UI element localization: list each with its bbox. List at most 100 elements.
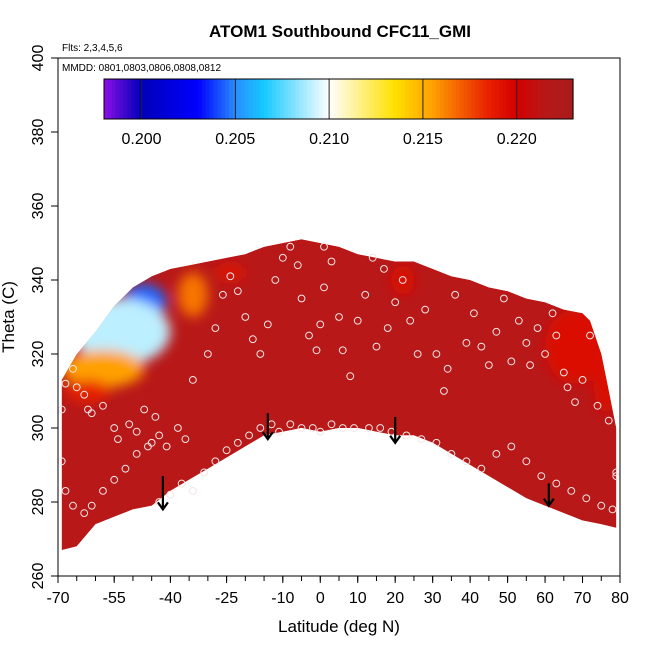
colorbar-cell bbox=[287, 79, 293, 119]
colorbar-cell bbox=[107, 79, 113, 119]
x-tick-label: -40 bbox=[159, 590, 182, 607]
observation-point bbox=[443, 364, 452, 373]
colorbar-cell bbox=[182, 79, 187, 119]
observation-point bbox=[522, 339, 531, 347]
observation-point bbox=[286, 242, 295, 251]
colorbar-cell bbox=[569, 79, 574, 119]
observation-point bbox=[320, 283, 328, 292]
observation-point bbox=[245, 431, 253, 440]
colorbar-cell bbox=[408, 79, 414, 119]
colorbar-cell bbox=[541, 79, 547, 119]
observation-point bbox=[320, 242, 328, 251]
x-tick-label: 10 bbox=[349, 590, 367, 607]
colorbar-cell bbox=[318, 79, 324, 119]
observation-points bbox=[57, 242, 621, 517]
x-tick-label: 50 bbox=[499, 590, 517, 607]
observation-point bbox=[297, 294, 306, 303]
chart-title: ATOM1 Southbound CFC11_GMI bbox=[209, 22, 471, 41]
colorbar-cell bbox=[506, 79, 512, 119]
colorbar-cell bbox=[272, 79, 277, 119]
colorbar-cell bbox=[557, 79, 562, 119]
colorbar-cell bbox=[498, 79, 504, 119]
colorbar-cell bbox=[146, 79, 152, 119]
colorbar-cell bbox=[221, 79, 226, 119]
x-tick-label: 60 bbox=[536, 590, 554, 607]
profile-arrow bbox=[157, 476, 169, 512]
observation-point bbox=[278, 253, 287, 262]
field-anomalies bbox=[61, 265, 617, 414]
colorbar-cell bbox=[381, 79, 386, 119]
colorbar-cell bbox=[127, 79, 132, 119]
observation-point bbox=[586, 331, 594, 340]
colorbar-cell bbox=[260, 79, 265, 119]
field-anomaly bbox=[177, 272, 208, 317]
observation-point bbox=[514, 316, 523, 325]
observation-point bbox=[346, 372, 355, 381]
colorbar-cell bbox=[334, 79, 340, 119]
colorbar-cell bbox=[158, 79, 164, 119]
colorbar-cell bbox=[401, 79, 406, 119]
x-tick-label: 0 bbox=[316, 590, 325, 607]
field-anomaly bbox=[65, 379, 111, 403]
y-tick-label: 380 bbox=[30, 119, 47, 146]
colorbar-cell bbox=[279, 79, 285, 119]
observation-point bbox=[233, 287, 242, 296]
colorbar-cell bbox=[440, 79, 445, 119]
observation-point bbox=[99, 487, 107, 495]
colorbar-cell bbox=[404, 79, 410, 119]
colorbar-tick-label: 0.205 bbox=[215, 131, 255, 148]
observation-point bbox=[286, 420, 295, 429]
colorbar-cell bbox=[350, 79, 355, 119]
colorbar-cell bbox=[428, 79, 433, 119]
colorbar-cell bbox=[369, 79, 375, 119]
observation-point bbox=[365, 424, 373, 432]
colorbar-cell bbox=[170, 79, 175, 119]
y-tick-label: 260 bbox=[30, 563, 47, 590]
observation-point bbox=[256, 350, 265, 358]
colorbar-cell bbox=[252, 79, 258, 119]
observation-point bbox=[271, 276, 280, 284]
x-tick-label: 80 bbox=[611, 590, 629, 607]
colorbar-cell bbox=[186, 79, 191, 119]
colorbar-cell bbox=[447, 79, 453, 119]
observation-point bbox=[297, 424, 306, 432]
observation-point bbox=[376, 424, 385, 432]
observation-point bbox=[233, 438, 242, 447]
colorbar-tick-lines bbox=[141, 79, 518, 119]
colorbar-cell bbox=[330, 79, 336, 119]
observation-point bbox=[327, 257, 336, 266]
colorbar-cell bbox=[291, 79, 297, 119]
observation-point bbox=[432, 350, 441, 358]
colorbar-tick-label: 0.215 bbox=[403, 131, 443, 148]
x-tick-label: -70 bbox=[46, 590, 69, 607]
observation-point bbox=[484, 361, 493, 370]
observation-point bbox=[432, 438, 441, 447]
colorbar-cell bbox=[268, 79, 273, 119]
colorbar-cell bbox=[213, 79, 218, 119]
observation-point bbox=[541, 350, 549, 358]
colorbar-cell bbox=[143, 79, 148, 119]
observation-point bbox=[263, 320, 272, 329]
colorbar-cell bbox=[104, 79, 109, 119]
observation-point bbox=[447, 450, 456, 458]
colorbar-cell bbox=[451, 79, 457, 119]
observation-point bbox=[499, 294, 508, 303]
observation-point bbox=[477, 464, 486, 473]
observation-point bbox=[402, 431, 411, 440]
observation-point bbox=[597, 501, 606, 510]
observation-point bbox=[87, 409, 96, 418]
colorbar-cell bbox=[459, 79, 465, 119]
observation-point bbox=[211, 457, 220, 466]
x-tick-label: -55 bbox=[103, 590, 126, 607]
y-axis: 260 280 300 320 340 360 380 400 bbox=[30, 45, 58, 590]
observation-point bbox=[353, 316, 362, 325]
observation-point bbox=[462, 457, 471, 466]
observation-point bbox=[200, 468, 209, 477]
x-tick-label: 40 bbox=[461, 590, 479, 607]
observation-point bbox=[417, 435, 426, 444]
observation-point bbox=[125, 420, 134, 429]
y-tick-label: 300 bbox=[30, 415, 47, 442]
observation-point bbox=[582, 494, 591, 503]
x-tick-label: 20 bbox=[386, 590, 404, 607]
colorbar-cell bbox=[377, 79, 383, 119]
